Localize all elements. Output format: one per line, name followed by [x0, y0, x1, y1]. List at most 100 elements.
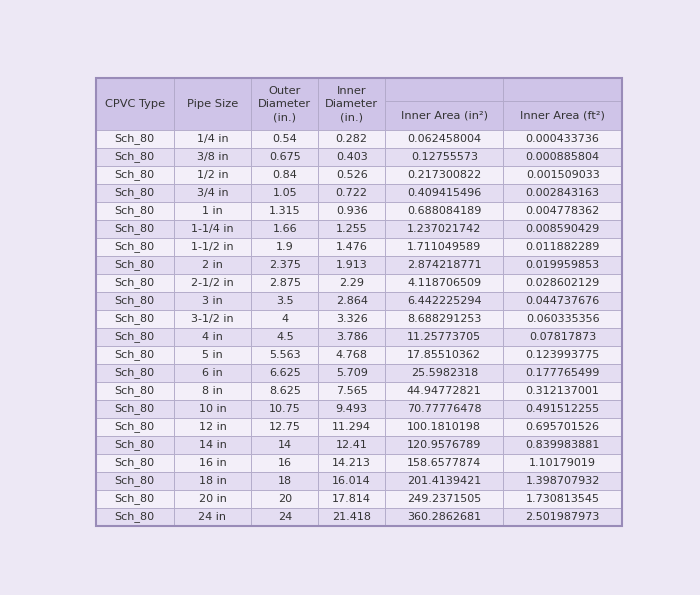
Text: Inner Area (in²): Inner Area (in²) — [401, 111, 488, 121]
Bar — [318, 400, 385, 418]
Text: Sch_80: Sch_80 — [115, 205, 155, 216]
Text: 0.936: 0.936 — [336, 206, 368, 216]
Text: Sch_80: Sch_80 — [115, 512, 155, 522]
Text: 0.282: 0.282 — [335, 134, 368, 144]
Text: 0.011882289: 0.011882289 — [526, 242, 600, 252]
Bar — [251, 364, 318, 382]
Bar — [96, 274, 174, 292]
Text: 0.008590429: 0.008590429 — [526, 224, 600, 234]
Text: 8 in: 8 in — [202, 386, 223, 396]
Bar — [503, 454, 622, 472]
Text: 0.044737676: 0.044737676 — [526, 296, 600, 306]
Bar — [318, 382, 385, 400]
Text: Sch_80: Sch_80 — [115, 493, 155, 505]
Bar — [503, 256, 622, 274]
Bar — [251, 508, 318, 526]
Bar — [318, 256, 385, 274]
Bar — [385, 79, 503, 101]
Bar — [96, 130, 174, 148]
Text: 2.874218771: 2.874218771 — [407, 260, 482, 270]
Bar — [318, 202, 385, 220]
Bar — [96, 490, 174, 508]
Text: Sch_80: Sch_80 — [115, 458, 155, 468]
Text: 0.84: 0.84 — [272, 170, 298, 180]
Bar — [385, 166, 503, 184]
Bar — [174, 436, 251, 454]
Text: Sch_80: Sch_80 — [115, 242, 155, 252]
Bar — [96, 418, 174, 436]
Text: 360.2862681: 360.2862681 — [407, 512, 482, 522]
Bar — [251, 292, 318, 310]
Bar — [96, 202, 174, 220]
Text: 16.014: 16.014 — [332, 476, 371, 486]
Text: 3-1/2 in: 3-1/2 in — [191, 314, 234, 324]
Bar — [251, 220, 318, 238]
Bar — [96, 184, 174, 202]
Bar — [318, 220, 385, 238]
Text: 6 in: 6 in — [202, 368, 223, 378]
Text: 0.07817873: 0.07817873 — [529, 332, 596, 342]
Bar — [385, 346, 503, 364]
Bar — [96, 166, 174, 184]
Bar — [174, 130, 251, 148]
Bar — [503, 436, 622, 454]
Bar — [174, 382, 251, 400]
Bar — [174, 274, 251, 292]
Text: 1.315: 1.315 — [269, 206, 300, 216]
Bar — [503, 400, 622, 418]
Bar — [251, 238, 318, 256]
Text: 1.711049589: 1.711049589 — [407, 242, 482, 252]
Text: 7.565: 7.565 — [336, 386, 368, 396]
Text: 0.839983881: 0.839983881 — [526, 440, 600, 450]
Bar — [96, 79, 174, 130]
Text: 0.312137001: 0.312137001 — [526, 386, 600, 396]
Bar — [503, 310, 622, 328]
Bar — [385, 328, 503, 346]
Bar — [318, 79, 385, 130]
Text: Pipe Size: Pipe Size — [187, 99, 238, 109]
Text: 0.722: 0.722 — [335, 188, 368, 198]
Text: 1-1/2 in: 1-1/2 in — [191, 242, 234, 252]
Text: Inner
Diameter
(in.): Inner Diameter (in.) — [325, 86, 378, 122]
Text: 3.326: 3.326 — [336, 314, 368, 324]
Text: Sch_80: Sch_80 — [115, 367, 155, 378]
Text: 4.118706509: 4.118706509 — [407, 278, 482, 288]
Bar — [318, 490, 385, 508]
Text: 1.10179019: 1.10179019 — [529, 458, 596, 468]
Bar — [318, 238, 385, 256]
Bar — [385, 364, 503, 382]
Text: Sch_80: Sch_80 — [115, 403, 155, 414]
Bar — [96, 436, 174, 454]
Bar — [385, 454, 503, 472]
Text: CPVC Type: CPVC Type — [104, 99, 164, 109]
Bar — [318, 310, 385, 328]
Text: 0.019959853: 0.019959853 — [526, 260, 600, 270]
Text: 1.730813545: 1.730813545 — [526, 494, 600, 504]
Text: 1/4 in: 1/4 in — [197, 134, 228, 144]
Bar — [318, 274, 385, 292]
Bar — [318, 346, 385, 364]
Bar — [251, 202, 318, 220]
Bar — [385, 436, 503, 454]
Text: 12.41: 12.41 — [336, 440, 368, 450]
Bar — [174, 79, 251, 130]
Text: Sch_80: Sch_80 — [115, 151, 155, 162]
Bar — [174, 400, 251, 418]
Text: 24: 24 — [278, 512, 292, 522]
Text: 44.94772821: 44.94772821 — [407, 386, 482, 396]
Text: 0.002843163: 0.002843163 — [526, 188, 600, 198]
Text: 18: 18 — [278, 476, 292, 486]
Text: 1.9: 1.9 — [276, 242, 294, 252]
Text: 1.255: 1.255 — [336, 224, 368, 234]
Text: 0.177765499: 0.177765499 — [526, 368, 600, 378]
Text: 2.375: 2.375 — [269, 260, 301, 270]
Bar — [318, 472, 385, 490]
Bar — [503, 130, 622, 148]
Text: 6.442225294: 6.442225294 — [407, 296, 482, 306]
Text: 14 in: 14 in — [199, 440, 226, 450]
Bar — [96, 292, 174, 310]
Bar — [96, 382, 174, 400]
Bar — [251, 274, 318, 292]
Bar — [318, 364, 385, 382]
Bar — [385, 256, 503, 274]
